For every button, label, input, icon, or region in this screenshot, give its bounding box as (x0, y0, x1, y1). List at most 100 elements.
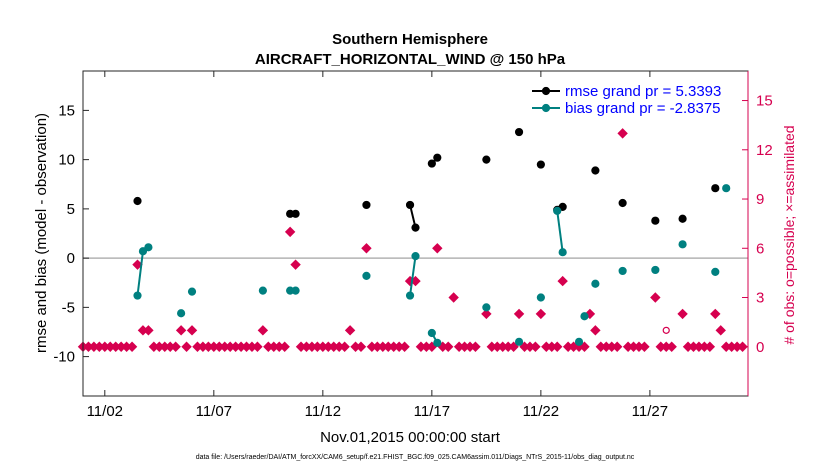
bias-line-segment-11 (556, 210, 564, 253)
bias-point-18-0 (711, 267, 720, 277)
obs-assimilated-marker-19 (181, 341, 192, 352)
bias-point-14-0 (591, 279, 600, 288)
rmse-point-2-0 (362, 200, 371, 210)
obs-assimilated-marker-38 (284, 226, 296, 238)
bias-point-0-1 (138, 247, 148, 256)
obs-assimilated-marker-48 (339, 341, 350, 352)
series-layer (133, 127, 731, 347)
obs-assimilated-marker-33 (257, 325, 269, 336)
bias-point-11-0 (553, 206, 562, 215)
obs-assimilated-marker-20 (186, 325, 198, 336)
bias-point-0-2 (144, 243, 153, 252)
y2-tick-label: 0 (756, 339, 764, 356)
obs-assimilated-marker-107 (677, 308, 688, 320)
obs-assimilated-marker-78 (508, 341, 519, 352)
y2-tick-label: 6 (756, 240, 764, 257)
x-tick-label: 11/17 (414, 403, 450, 420)
x-tick-label: 11/27 (632, 403, 668, 420)
y2-axis-label: # of obs: o=possible; ×=assimilated (781, 125, 797, 344)
bias-point-15-0 (618, 266, 627, 276)
rmse-point-1-1 (291, 209, 300, 218)
obs-assimilated-marker-68 (448, 292, 459, 303)
rmse-point-7-0 (536, 160, 545, 169)
chart-subtitle: AIRCRAFT_HORIZONTAL_WIND @ 150 hPa (255, 51, 566, 68)
y2-tick-label: 3 (756, 290, 764, 307)
bias-point-6-1 (411, 252, 420, 261)
obs-assimilated-marker-73 (481, 308, 492, 320)
obs-assimilated-marker-102 (639, 341, 650, 352)
bias-point-11-1 (558, 248, 567, 257)
obs-assimilated-marker-79 (513, 308, 525, 320)
obs-assimilated-marker-59 (399, 341, 410, 352)
x-tick-label: 11/12 (305, 403, 341, 420)
rmse-point-3-0 (405, 200, 415, 210)
bias-point-19-0 (722, 184, 731, 193)
legend-marker-rmse (541, 86, 551, 96)
obs-assimilated-marker-39 (290, 259, 301, 270)
obs-possible-marker-0 (662, 326, 670, 334)
obs-count-markers (77, 128, 748, 352)
rmse-point-0-0 (133, 196, 142, 206)
x-axis-label: Nov.01,2015 00:00:00 start (320, 429, 501, 446)
bias-point-5-0 (362, 271, 371, 280)
obs-assimilated-marker-67 (442, 341, 454, 352)
y2-tick-label: 9 (756, 191, 764, 208)
bias-point-12-0 (574, 337, 584, 346)
obs-assimilated-marker-37 (279, 341, 290, 352)
bias-point-17-0 (678, 240, 687, 249)
obs-assimilated-marker-52 (361, 243, 372, 254)
x-tick-label: 11/07 (196, 403, 232, 420)
y2-tick-label: 12 (756, 142, 773, 159)
bias-point-16-0 (651, 265, 660, 275)
obs-assimilated-marker-82 (530, 341, 541, 352)
obs-assimilated-marker-51 (355, 341, 367, 352)
bias-line-segment-6 (409, 256, 417, 296)
y-tick-label: 5 (67, 201, 75, 218)
rmse-point-5-0 (482, 155, 491, 164)
bias-point-1-0 (177, 309, 186, 318)
obs-assimilated-marker-91 (579, 341, 590, 352)
chart-title: Southern Hemisphere (332, 31, 488, 48)
bias-point-2-0 (187, 287, 197, 296)
obs-assimilated-marker-93 (590, 325, 601, 336)
legend-label-bias: bias grand pr = -2.8375 (565, 100, 721, 117)
bias-point-13-0 (580, 312, 589, 321)
rmse-point-9-0 (591, 166, 600, 175)
rmse-point-10-0 (618, 198, 627, 208)
obs-assimilated-marker-65 (432, 243, 443, 254)
obs-assimilated-marker-72 (470, 341, 481, 352)
plot-area (83, 71, 748, 396)
rmse-point-6-0 (514, 127, 524, 137)
x-tick-label: 11/22 (523, 403, 559, 420)
obs-assimilated-marker-18 (175, 325, 187, 336)
rmse-point-13-0 (711, 184, 720, 193)
bias-point-4-1 (291, 286, 300, 295)
rmse-point-4-0 (427, 159, 436, 168)
obs-assimilated-marker-86 (552, 341, 563, 352)
obs-assimilated-marker-106 (666, 341, 677, 352)
obs-assimilated-marker-83 (535, 308, 547, 320)
bias-point-8-0 (482, 303, 491, 312)
obs-assimilated-marker-114 (715, 325, 726, 336)
y-axis-label: rmse and bias (model - observation) (33, 113, 50, 353)
rmse-point-12-0 (678, 214, 687, 223)
rmse-point-11-0 (651, 216, 660, 225)
legend-marker-bias (541, 103, 551, 113)
bias-point-7-1 (433, 338, 442, 347)
y-tick-label: 10 (58, 152, 75, 169)
obs-assimilated-marker-113 (710, 308, 721, 320)
bias-point-7-0 (427, 328, 436, 338)
rmse-point-4-1 (433, 153, 442, 162)
obs-assimilated-marker-17 (170, 341, 181, 352)
rmse-point-8-1 (558, 202, 567, 212)
y2-tick-label: 15 (756, 93, 773, 110)
obs-assimilated-marker-103 (650, 292, 661, 303)
bias-point-6-0 (405, 291, 415, 300)
bias-point-0-0 (133, 291, 142, 300)
data-file-footnote: data file: /Users/raeder/DAI/ATM_forcXX/… (196, 454, 635, 461)
y-tick-label: -10 (53, 349, 75, 366)
obs-assimilated-marker-97 (611, 341, 623, 352)
bias-point-9-0 (514, 337, 524, 346)
obs-assimilated-marker-49 (344, 325, 356, 336)
